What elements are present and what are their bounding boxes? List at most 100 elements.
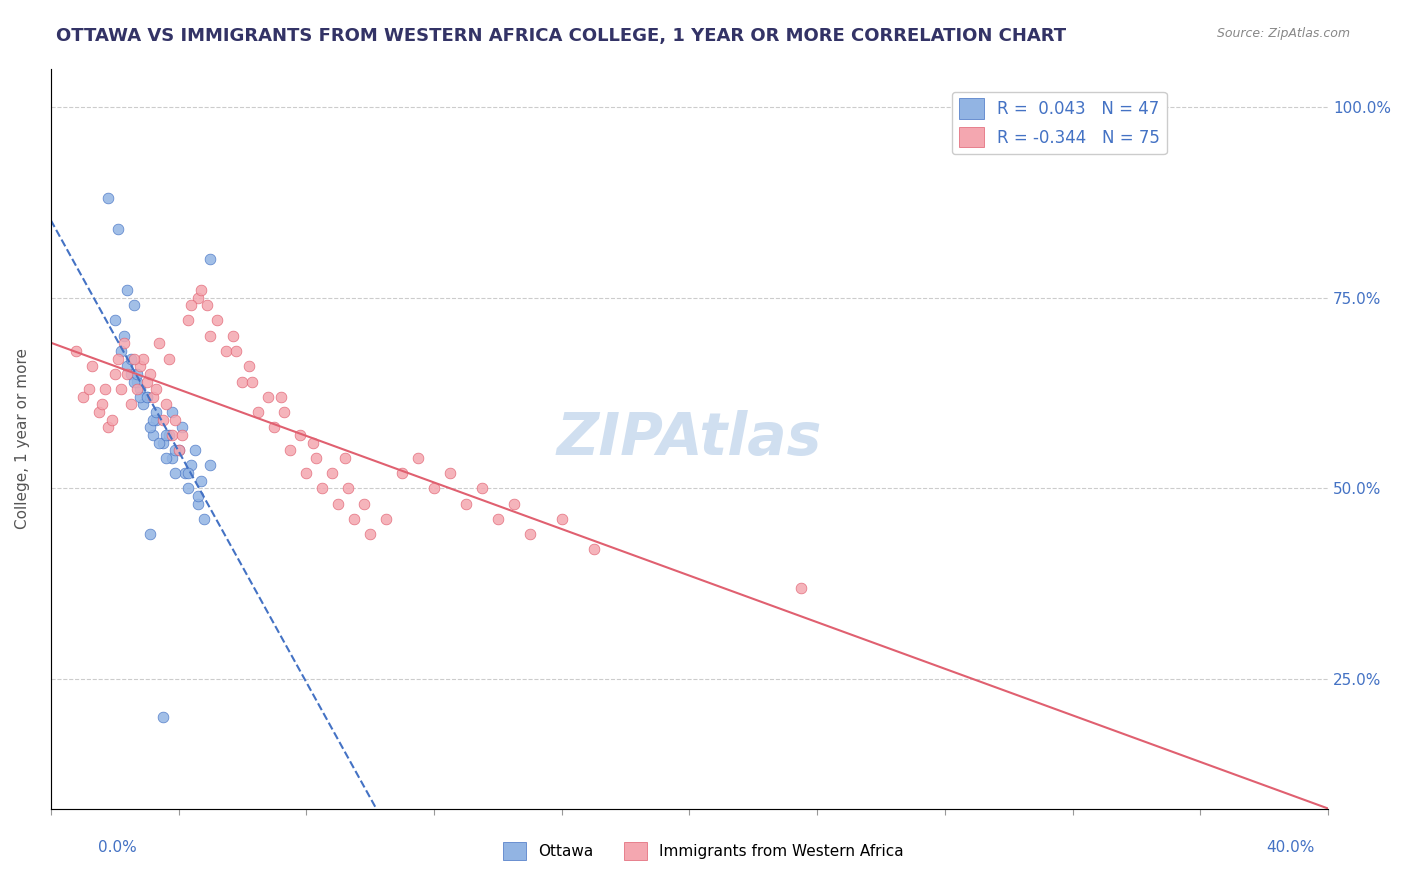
Point <box>502 497 524 511</box>
Point <box>439 466 461 480</box>
Point <box>145 405 167 419</box>
Point <box>110 382 132 396</box>
Point <box>165 412 187 426</box>
Point <box>100 412 122 426</box>
Point <box>200 328 222 343</box>
Point <box>231 375 253 389</box>
Point <box>145 382 167 396</box>
Point <box>423 482 446 496</box>
Point <box>790 581 813 595</box>
Point <box>353 497 375 511</box>
Point <box>125 382 148 396</box>
Point <box>125 367 148 381</box>
Point <box>165 466 187 480</box>
Legend: Ottawa, Immigrants from Western Africa: Ottawa, Immigrants from Western Africa <box>496 836 910 866</box>
Point <box>155 397 177 411</box>
Point <box>120 351 142 366</box>
Point <box>122 351 145 366</box>
Point <box>120 367 142 381</box>
Point <box>180 298 202 312</box>
Point <box>107 351 129 366</box>
Point <box>406 450 429 465</box>
Point <box>139 527 162 541</box>
Text: 40.0%: 40.0% <box>1267 840 1315 855</box>
Point <box>110 343 132 358</box>
Point <box>129 359 152 374</box>
Point <box>257 390 280 404</box>
Point <box>117 359 139 374</box>
Point <box>97 191 120 205</box>
Point <box>200 458 222 473</box>
Point <box>65 343 87 358</box>
Point <box>200 252 222 267</box>
Point <box>278 443 301 458</box>
Point <box>152 412 174 426</box>
Point <box>122 375 145 389</box>
Point <box>152 710 174 724</box>
Point <box>112 328 135 343</box>
Point <box>90 397 112 411</box>
Point <box>72 390 94 404</box>
Point <box>107 222 129 236</box>
Text: 0.0%: 0.0% <box>98 840 138 855</box>
Point <box>519 527 541 541</box>
Point <box>222 328 245 343</box>
Point <box>170 428 193 442</box>
Point <box>183 443 205 458</box>
Point <box>117 283 139 297</box>
Point <box>247 405 270 419</box>
Point <box>193 512 215 526</box>
Point <box>471 482 494 496</box>
Point <box>333 450 356 465</box>
Point <box>177 482 200 496</box>
Point <box>155 450 177 465</box>
Point <box>295 466 318 480</box>
Point <box>148 435 170 450</box>
Point <box>122 298 145 312</box>
Point <box>311 482 333 496</box>
Point <box>170 420 193 434</box>
Point <box>375 512 398 526</box>
Point <box>359 527 381 541</box>
Point <box>82 359 104 374</box>
Point <box>132 397 155 411</box>
Point <box>142 412 165 426</box>
Point <box>328 497 350 511</box>
Point <box>551 512 574 526</box>
Point <box>112 336 135 351</box>
Point <box>288 428 311 442</box>
Point <box>238 359 260 374</box>
Point <box>129 390 152 404</box>
Point <box>160 450 183 465</box>
Point <box>273 405 295 419</box>
Point <box>87 405 110 419</box>
Point <box>148 336 170 351</box>
Point <box>104 313 127 327</box>
Point <box>135 390 157 404</box>
Point <box>132 351 155 366</box>
Point <box>120 397 142 411</box>
Point <box>165 443 187 458</box>
Text: ZIPAtlas: ZIPAtlas <box>557 410 823 467</box>
Point <box>97 420 120 434</box>
Text: Source: ZipAtlas.com: Source: ZipAtlas.com <box>1216 27 1350 40</box>
Point <box>135 375 157 389</box>
Point <box>125 375 148 389</box>
Point <box>336 482 359 496</box>
Point <box>104 367 127 381</box>
Point <box>391 466 413 480</box>
Point <box>157 428 180 442</box>
Point <box>139 367 162 381</box>
Point <box>263 420 285 434</box>
Point <box>160 405 183 419</box>
Point <box>135 390 157 404</box>
Point <box>155 428 177 442</box>
Point <box>187 497 209 511</box>
Point <box>167 443 190 458</box>
Point <box>225 343 247 358</box>
Point <box>177 466 200 480</box>
Point <box>174 466 197 480</box>
Point <box>167 443 190 458</box>
Point <box>157 351 180 366</box>
Point <box>180 458 202 473</box>
